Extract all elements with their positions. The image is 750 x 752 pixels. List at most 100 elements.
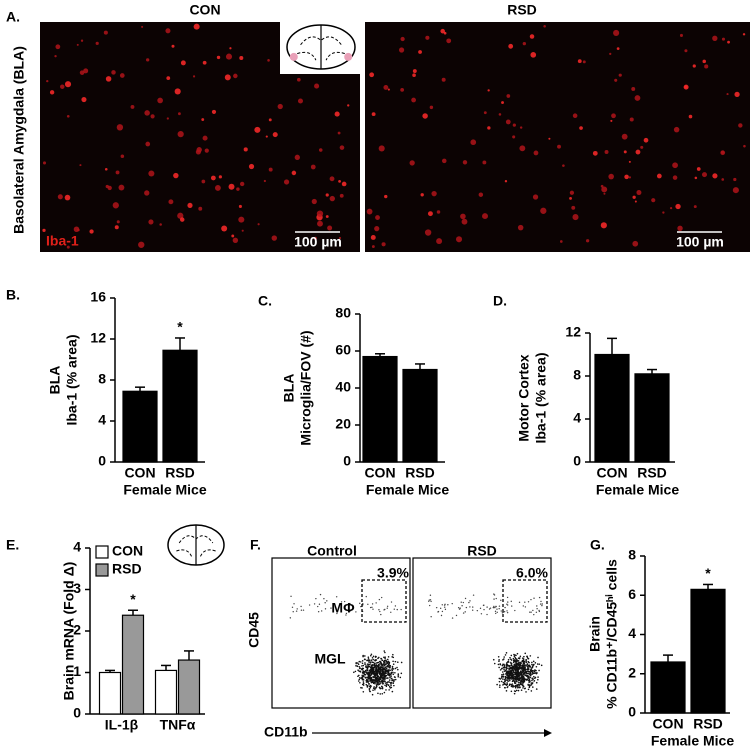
cell [173,172,179,179]
cell [409,160,415,166]
panel-label: G. [590,537,605,553]
event [505,664,508,667]
cell [327,225,333,231]
brain-structure [176,549,216,558]
event [380,677,382,679]
event [534,677,536,680]
cell [443,31,447,35]
x-tick-label: TNFα [160,717,196,733]
event [367,663,370,666]
cell [559,240,563,243]
event [391,656,393,658]
cell [177,131,184,138]
cell [522,41,527,46]
cell [455,236,463,243]
event [359,602,361,605]
event [504,686,506,689]
event [364,677,367,679]
event [374,682,376,685]
event [370,659,373,662]
image-title: CON [189,2,220,18]
event [361,678,364,680]
y-tick-label: 40 [335,379,351,395]
cell [118,184,125,191]
event [508,672,511,675]
cell [636,190,642,196]
event [373,664,376,666]
event [480,613,483,615]
x-tick-label: IL-1β [105,717,139,733]
event [373,679,376,682]
event [371,693,374,696]
cell [422,113,428,119]
event [513,685,515,688]
event [441,610,444,613]
event [369,686,372,689]
event [493,593,495,595]
y-tick-label: 2 [628,664,636,680]
event [362,670,364,672]
event [365,665,367,667]
cell [562,164,565,167]
event [366,668,369,670]
cell [532,194,539,200]
gate-name: MΦ [331,600,355,616]
event [353,671,355,674]
event [319,593,322,596]
event [377,692,379,695]
y-tick-label: 0 [628,704,636,720]
event [495,612,497,615]
gate [502,579,548,623]
event [372,661,375,664]
event [492,606,495,609]
axis-label: CD11b [264,724,308,740]
event [514,664,516,667]
event [515,667,518,670]
event [388,666,391,669]
event [393,684,395,687]
event [511,677,514,680]
event [330,607,332,609]
event [358,667,361,670]
event [380,674,382,676]
event [541,604,543,607]
cell [440,28,445,34]
event [507,667,509,670]
event [509,683,511,686]
event [531,666,534,669]
event [520,667,522,670]
cell [688,114,693,119]
event [498,660,500,662]
event [511,605,513,607]
event [370,654,372,657]
event [510,662,512,665]
y-tick-label: 0 [573,453,581,469]
event [379,673,381,676]
event [392,679,394,682]
event [386,605,389,607]
cell [684,49,688,53]
cell [114,225,119,230]
event [505,677,507,679]
cell [233,73,238,79]
event [323,598,325,600]
event [522,687,524,689]
event [508,679,511,682]
event [362,654,364,657]
event [515,673,517,676]
cell [436,238,443,245]
event [536,672,538,674]
event [375,680,377,683]
event [517,671,520,673]
event [510,690,513,693]
cell [530,52,537,58]
event [524,664,526,666]
y-tick-label: 80 [335,305,351,321]
event [531,663,533,666]
cell [236,187,240,191]
event [523,687,526,690]
event [362,672,364,674]
event [365,683,368,686]
event [357,680,360,682]
cell [634,200,637,203]
